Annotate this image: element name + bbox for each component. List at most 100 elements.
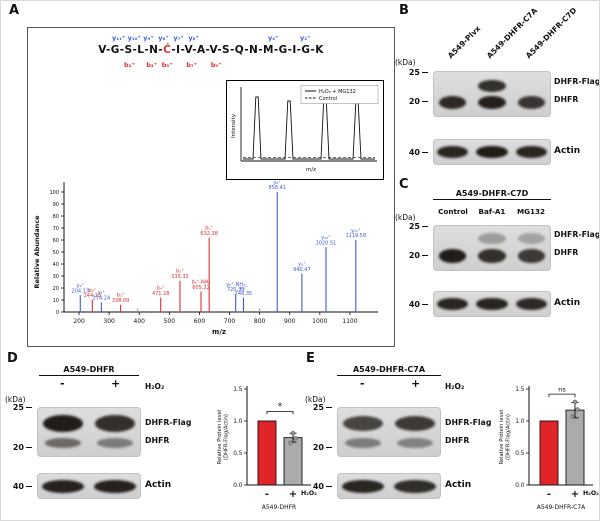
seq-suffix: -I-V-A-V-S-Q-N-M-G-I-G-K	[171, 44, 324, 56]
y-tick-label: 100	[49, 190, 59, 196]
protein-band	[478, 95, 506, 109]
marker-tick	[422, 101, 428, 102]
protein-band	[478, 248, 506, 263]
band-label-dhfr: DHFR	[145, 436, 170, 445]
treatment-label-h2o2: H₂O₂	[145, 382, 165, 391]
kda-marker-40: 40	[11, 482, 32, 491]
protein-band	[515, 297, 548, 311]
western-blot-e-actin	[337, 473, 441, 499]
seq-prefix: V-G-S-L-N-	[98, 44, 164, 56]
protein-band	[515, 145, 548, 159]
y-tick-label: 0.5	[515, 451, 525, 457]
y-axis-label-2: (DHFR-Flag/Actin)	[224, 414, 230, 460]
y-tick-label: 50	[53, 250, 59, 256]
x-axis-label: m/z	[212, 328, 226, 336]
treatment-label: H₂O₂	[583, 490, 599, 497]
protein-band	[436, 145, 469, 159]
y4-ion-label: y₄⁺	[268, 34, 279, 42]
x-tick-minus: -	[265, 489, 269, 500]
oxidized-cysteine: Ċ	[163, 44, 172, 56]
peak-ion-label: b₆⁺-NH₃	[191, 279, 210, 285]
y-tick-label: 1.0	[515, 419, 525, 425]
protein-band	[345, 438, 381, 448]
peak-mz-label: 338.09	[112, 298, 130, 304]
band-label-dhfr: DHFR	[554, 248, 579, 257]
peak-ion-label: b₆⁺	[205, 225, 213, 231]
lane-label-bafa1: Baf-A1	[478, 207, 506, 216]
x-tick-plus: +	[571, 489, 579, 500]
kda-marker-40: 40	[311, 482, 332, 491]
marker-tick	[422, 255, 428, 256]
lane-label-control: Control	[438, 207, 468, 216]
marker-value: 20	[312, 443, 324, 452]
peak-ion-label: b₄⁺	[157, 285, 165, 291]
protein-band	[44, 438, 82, 448]
band-label-dhfr-flag: DHFR-Flag	[445, 418, 492, 427]
y-axis-label-1: Relative Protein level	[217, 410, 223, 465]
marker-tick	[326, 486, 332, 487]
kda-marker-40: 40	[407, 300, 428, 309]
peak-ion-label: b₂⁺	[88, 288, 96, 294]
marker-value: 40	[12, 482, 24, 491]
peak-ion-label: b₅⁺	[176, 269, 184, 275]
x-tick-label: 700	[224, 318, 236, 325]
marker-tick	[326, 447, 332, 448]
y-tick-label: 1.0	[233, 419, 243, 425]
marker-tick	[422, 152, 428, 153]
protein-band	[341, 479, 385, 493]
data-point	[290, 431, 296, 436]
legend-label-treated: H₂O₂ + MG132	[319, 89, 356, 95]
y-tick-label: 90	[53, 202, 59, 208]
peak-ion-label: y₁₁⁺	[351, 228, 361, 234]
kda-marker-25: 25	[311, 403, 332, 412]
panel-e-title: A549-DHFR-C7A	[337, 365, 441, 376]
protein-band	[436, 297, 469, 311]
western-blot-e-main	[337, 407, 441, 457]
kda-label-c: (kDa)	[395, 213, 416, 222]
marker-value: 40	[408, 148, 420, 157]
western-blot-c-actin	[433, 291, 551, 317]
panel-a-box: y₁₁⁺ y₁₀⁺ y₉⁺ y₈⁺ y₇⁺ y₆⁺ y₄⁺ y₂⁺ V-G-S-…	[27, 27, 395, 347]
y-axis-label: Relative Abundance	[33, 215, 41, 289]
lane-label-plvx: A549-Plvx	[445, 23, 483, 61]
marker-value: 40	[312, 482, 324, 491]
y2-ion-label: y₂⁺	[300, 34, 311, 42]
x-tick-label: 800	[254, 318, 266, 325]
peak-mz-label: 1020.51	[316, 240, 337, 246]
peak-mz-label: 940.47	[293, 267, 311, 273]
x-tick-label: 900	[284, 318, 296, 325]
x-tick-minus: -	[547, 489, 551, 500]
band-label-dhfr: DHFR	[554, 95, 579, 104]
western-blot-d-main	[37, 407, 141, 457]
protein-band	[517, 233, 546, 245]
marker-tick	[422, 72, 428, 73]
peak-mz-label: 1119.58	[345, 233, 366, 239]
western-blot-b-actin	[433, 139, 551, 165]
western-blot-d-actin	[37, 473, 141, 499]
y-tick-label: 70	[53, 226, 59, 232]
y-ion-row: y₁₁⁺ y₁₀⁺ y₉⁺ y₈⁺ y₇⁺ y₆⁺	[112, 34, 199, 42]
peak-ion-label: y₈⁺	[273, 180, 281, 186]
band-label-dhfr: DHFR	[445, 436, 470, 445]
peak-ion-label: b₃⁺	[117, 293, 125, 299]
kda-marker-20: 20	[407, 251, 428, 260]
band-label-actin: Actin	[445, 480, 472, 490]
peak-ion-label: y₉⁺	[298, 261, 306, 267]
peak-mz-label: 274.24	[93, 296, 111, 302]
inset-y-label: Intensity	[231, 113, 237, 138]
b-ion-row: b₂⁺ b₄⁺ b₅⁺ b₇⁺ b₉⁺	[124, 61, 222, 69]
kda-marker-25: 25	[407, 222, 428, 231]
chart-subtitle: A549-DHFR-C7A	[537, 504, 586, 511]
marker-value: 25	[408, 68, 420, 77]
kda-marker-25: 25	[407, 68, 428, 77]
band-label-dhfr-flag: DHFR-Flag	[145, 418, 192, 427]
data-point	[288, 440, 293, 445]
sig-label: *	[278, 402, 283, 412]
kda-marker-20: 20	[407, 97, 428, 106]
protein-band	[438, 248, 467, 263]
bar	[283, 437, 303, 486]
data-point	[572, 399, 578, 404]
panel-d-label: D	[7, 351, 18, 366]
sig-bracket	[548, 393, 576, 398]
